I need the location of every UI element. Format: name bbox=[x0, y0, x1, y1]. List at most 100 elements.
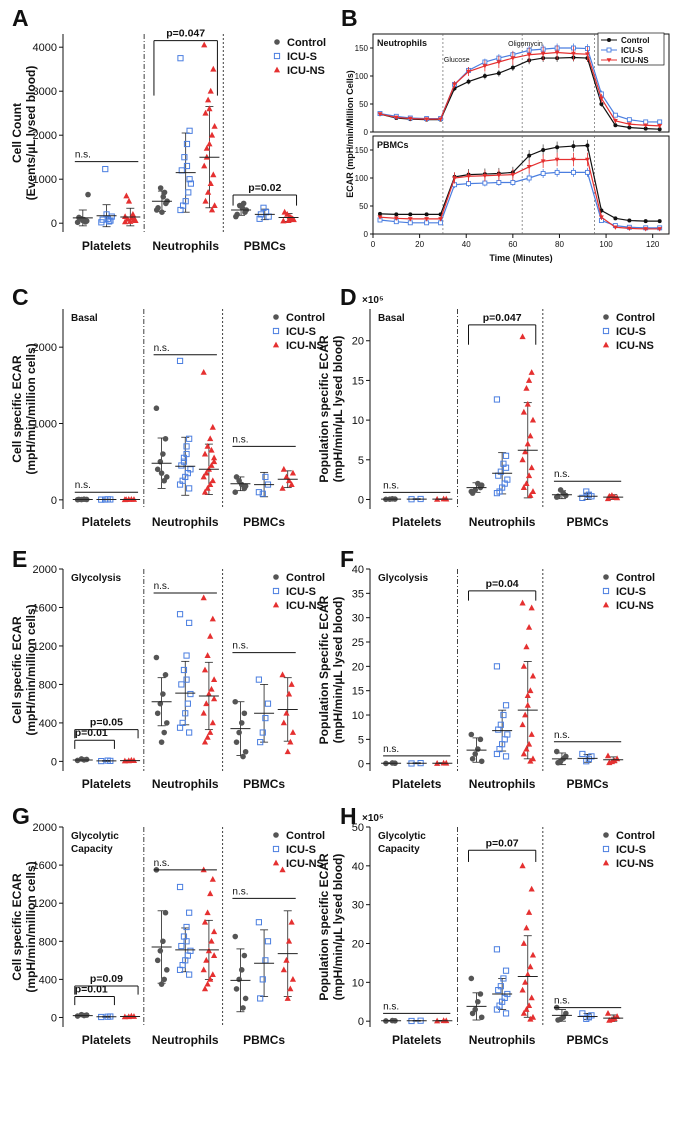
data-point-icu-ns bbox=[132, 217, 139, 223]
data-point-icu-ns bbox=[554, 157, 560, 163]
data-point-icu-ns bbox=[279, 484, 286, 491]
data-point-control bbox=[157, 185, 164, 191]
data-point-icu-ns bbox=[201, 162, 208, 169]
data-point-control bbox=[242, 748, 249, 755]
data-point-icu-ns bbox=[201, 450, 209, 457]
data-point-icu-ns bbox=[528, 464, 535, 471]
data-point-icu-s bbox=[103, 211, 110, 218]
y-tick-label: 4000 bbox=[33, 42, 57, 54]
data-point-icu-s bbox=[500, 975, 507, 982]
data-point-icu-ns bbox=[201, 666, 209, 673]
y-tick-label: 800 bbox=[39, 679, 57, 691]
data-point-icu-ns bbox=[289, 729, 297, 735]
data-point-icu-s bbox=[178, 942, 185, 950]
significance-label: n.s. bbox=[154, 343, 170, 354]
data-point-icu-s bbox=[657, 119, 663, 125]
data-point-icu-ns bbox=[200, 966, 207, 973]
data-point-icu-ns bbox=[510, 172, 516, 178]
data-point-icu-ns bbox=[206, 105, 213, 112]
data-point-icu-s bbox=[186, 971, 193, 978]
data-point-control bbox=[233, 474, 240, 480]
data-point-icu-ns bbox=[204, 733, 211, 740]
data-point-icu-s bbox=[182, 710, 189, 717]
panel-condition-label: Glycolytic bbox=[378, 831, 426, 842]
data-point-icu-ns bbox=[205, 189, 212, 195]
data-point-icu-ns bbox=[200, 594, 207, 601]
data-point-control bbox=[555, 145, 560, 150]
significance-label: n.s. bbox=[232, 641, 248, 652]
y-tick-label: 40 bbox=[352, 564, 364, 576]
data-point-icu-ns bbox=[528, 885, 535, 892]
data-point-icu-ns bbox=[284, 995, 291, 1001]
significance-label: n.s. bbox=[154, 581, 170, 592]
data-point-icu-s bbox=[176, 611, 184, 618]
data-point-icu-ns bbox=[510, 56, 516, 61]
data-point-control bbox=[627, 218, 632, 223]
data-point-icu-ns bbox=[280, 719, 287, 726]
data-point-control bbox=[510, 65, 515, 70]
legend-label: ICU-S bbox=[616, 844, 646, 856]
y-tick-label: 2000 bbox=[33, 564, 57, 576]
data-point-icu-ns bbox=[207, 87, 214, 94]
chart-panel-E: E Cell specific ECAR(mpH/min/million cell… bbox=[10, 546, 325, 791]
y-axis-label: ECAR (mpH/min/Million Cells) bbox=[345, 70, 355, 198]
data-point-icu-ns bbox=[452, 176, 457, 181]
data-point-icu-ns bbox=[528, 994, 535, 1001]
data-point-icu-ns bbox=[202, 109, 209, 116]
data-point-control bbox=[157, 700, 164, 707]
y-tick-label: 1200 bbox=[33, 641, 57, 653]
data-point-control bbox=[469, 1010, 476, 1017]
data-point-icu-ns bbox=[496, 60, 502, 65]
data-point-icu-ns bbox=[519, 862, 526, 869]
data-point-icu-s bbox=[540, 171, 546, 176]
data-point-icu-ns bbox=[529, 416, 537, 423]
y-axis-label-line: (mpH/min/million cells) bbox=[24, 604, 38, 735]
data-point-icu-ns bbox=[281, 208, 288, 215]
y-tick-label: 20 bbox=[352, 661, 364, 673]
data-point-icu-ns bbox=[606, 759, 613, 766]
data-point-icu-ns bbox=[201, 488, 209, 495]
category-label: Neutrophils bbox=[469, 777, 536, 791]
data-point-control bbox=[157, 948, 164, 954]
data-point-control bbox=[160, 938, 166, 945]
data-point-icu-ns bbox=[280, 966, 287, 973]
data-point-icu-s bbox=[496, 180, 502, 185]
legend-marker-control bbox=[273, 832, 279, 838]
category-label: PBMCs bbox=[567, 1033, 609, 1047]
x-tick-label: 120 bbox=[646, 240, 660, 249]
data-point-control bbox=[555, 759, 561, 766]
data-point-control bbox=[160, 451, 166, 457]
data-point-icu-ns bbox=[203, 145, 210, 151]
data-point-icu-ns bbox=[525, 740, 533, 747]
data-point-icu-s bbox=[260, 204, 267, 211]
data-point-icu-s bbox=[102, 165, 109, 173]
legend-label: Control bbox=[616, 572, 655, 584]
data-point-icu-s bbox=[626, 117, 632, 123]
data-point-icu-ns bbox=[440, 1017, 447, 1024]
data-point-icu-s bbox=[502, 452, 510, 459]
data-point-icu-ns bbox=[204, 652, 211, 658]
data-point-control bbox=[553, 748, 560, 755]
legend-label: Control bbox=[616, 312, 655, 324]
y-tick-label: 50 bbox=[359, 100, 368, 109]
chart-panel-D: D Population specific ECAR(mpH/min/µL lys… bbox=[317, 284, 655, 529]
data-point-control bbox=[408, 212, 413, 217]
data-point-icu-ns bbox=[520, 408, 527, 415]
y-axis-label-line: (mpH/min/µL lysed blood) bbox=[331, 336, 345, 483]
data-point-icu-ns bbox=[523, 745, 530, 752]
data-point-icu-s bbox=[264, 700, 272, 707]
data-point-icu-s bbox=[187, 180, 194, 187]
data-point-icu-s bbox=[177, 55, 184, 62]
data-point-icu-s bbox=[526, 175, 532, 181]
data-point-icu-ns bbox=[522, 711, 529, 718]
chart-panel-G: G Cell specific ECAR(mpH/min/million cell… bbox=[10, 803, 325, 1047]
injection-label: Oligomycin bbox=[508, 41, 543, 48]
data-point-icu-ns bbox=[205, 96, 212, 103]
legend-label: ICU-S bbox=[621, 46, 643, 55]
data-point-control bbox=[232, 933, 239, 940]
data-point-icu-ns bbox=[523, 924, 530, 931]
data-point-control bbox=[599, 102, 604, 106]
data-point-control bbox=[154, 710, 161, 717]
y-tick-label: 40 bbox=[352, 861, 364, 873]
significance-label: n.s. bbox=[554, 996, 570, 1007]
